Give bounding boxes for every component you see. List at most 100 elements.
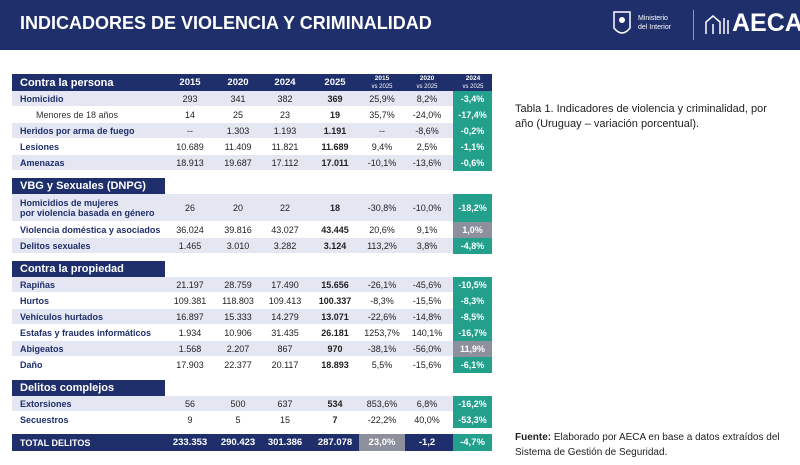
row-label: Vehículos hurtados <box>20 312 104 322</box>
cell: -8,5% <box>453 309 492 325</box>
cell: 31.435 <box>271 328 299 338</box>
cell: -45,6% <box>412 280 442 290</box>
cell: -16,2% <box>453 396 492 412</box>
column-header-top: 2024 <box>465 75 481 82</box>
column-header: 2025 <box>324 77 346 88</box>
cell: 18.893 <box>321 360 349 370</box>
cell: 17.011 <box>321 158 349 168</box>
row-bg <box>12 107 492 123</box>
row-bg <box>12 341 492 357</box>
row-label: Delitos sexuales <box>20 241 91 251</box>
source: Fuente: Elaborado por AECA en base a dat… <box>515 430 785 460</box>
cell: -10,1% <box>367 158 397 168</box>
row-label: Extorsiones <box>20 399 72 409</box>
caption: Tabla 1. Indicadores de violencia y crim… <box>515 103 767 130</box>
cell: -15,5% <box>412 296 442 306</box>
cell: 40,0% <box>414 415 440 425</box>
cell: -10,5% <box>453 277 492 293</box>
source-text: Elaborado por AECA en base a datos extra… <box>515 432 780 458</box>
cell: 36.024 <box>176 225 204 235</box>
cell: 1.303 <box>226 126 250 136</box>
cell: 39.816 <box>224 225 252 235</box>
row-bg <box>12 309 492 325</box>
title: INDICADORES DE VIOLENCIA Y CRIMINALIDAD <box>20 13 432 33</box>
cell: 100.337 <box>318 296 352 306</box>
cell: 43.445 <box>321 225 349 235</box>
column-header: 2015 <box>179 77 201 88</box>
cell: 15 <box>279 415 290 425</box>
cell: 16.897 <box>176 312 204 322</box>
source-label: Fuente: <box>515 432 552 443</box>
cell: 10.906 <box>224 328 252 338</box>
total-cell: 287.078 <box>317 437 353 448</box>
cell: 3.282 <box>273 241 297 251</box>
cell: 18.913 <box>176 158 204 168</box>
divider <box>693 10 694 40</box>
row-bg <box>12 293 492 309</box>
cell: 25 <box>232 110 243 120</box>
row-label: Violencia doméstica y asociados <box>20 225 161 235</box>
cell: 140,1% <box>411 328 443 338</box>
cell: -8,3% <box>453 293 492 309</box>
cell: 1.465 <box>178 241 202 251</box>
cell: 1.191 <box>323 126 347 136</box>
cell: 1.568 <box>178 344 202 354</box>
header-bar <box>0 0 800 50</box>
row-bg <box>12 139 492 155</box>
cell: 35,7% <box>369 110 395 120</box>
cell: 534 <box>327 399 343 409</box>
cell: 3,8% <box>416 241 438 251</box>
cell: 11.821 <box>271 142 299 152</box>
row-label: Menores de 18 años <box>36 110 119 120</box>
logo: AECA <box>732 9 800 37</box>
cell: 21.197 <box>176 280 204 290</box>
cell: -17,4% <box>453 107 492 123</box>
cell: 22.377 <box>224 360 252 370</box>
ministry: Ministerio del Interior <box>638 15 672 31</box>
cell: 23 <box>279 110 290 120</box>
cell: 113,2% <box>367 241 397 251</box>
row-bg <box>12 194 492 222</box>
cell: -26,1% <box>367 280 397 290</box>
cell: -14,8% <box>412 312 442 322</box>
row-label: Lesiones <box>20 142 60 152</box>
cell: 15.333 <box>224 312 252 322</box>
row-label: Amenazas <box>20 158 65 168</box>
column-header-top: 2015 <box>374 75 390 82</box>
ministry-shield <box>613 11 631 34</box>
total-cell: -1,2 <box>418 437 436 448</box>
cell: 867 <box>277 344 293 354</box>
row-label: Abigeatos <box>20 344 64 354</box>
cell: 369 <box>327 94 343 104</box>
cell: 15.656 <box>321 280 349 290</box>
cell: -8,6% <box>415 126 439 136</box>
cell: 22 <box>279 203 290 213</box>
cell: 7 <box>332 415 338 425</box>
row-label: Heridos por arma de fuego <box>20 126 135 136</box>
cell: 9 <box>187 415 193 425</box>
cell: -15,6% <box>412 360 442 370</box>
cell: -53,3% <box>453 412 492 428</box>
cell: 1.193 <box>273 126 297 136</box>
row-label: Estafas y fraudes informáticos <box>20 328 152 338</box>
cell: 2.207 <box>226 344 250 354</box>
cell: 13.071 <box>321 312 349 322</box>
cell: -38,1% <box>367 344 397 354</box>
row-bg <box>12 325 492 341</box>
total-cell: 290.423 <box>220 437 256 448</box>
section-title: Delitos complejos <box>20 382 115 394</box>
cell: 26 <box>184 203 195 213</box>
cell: -1,1% <box>453 139 492 155</box>
cell: 3.010 <box>226 241 250 251</box>
cell: 1.934 <box>178 328 202 338</box>
section-title: Contra la persona <box>20 76 114 89</box>
row-label: Daño <box>20 360 43 370</box>
cell: -22,6% <box>367 312 397 322</box>
cell: 18 <box>329 203 340 213</box>
cell: 500 <box>230 399 246 409</box>
row-bg <box>12 222 492 238</box>
cell: -6,1% <box>453 357 492 373</box>
cell: 8,2% <box>416 94 438 104</box>
cell: 14 <box>184 110 195 120</box>
